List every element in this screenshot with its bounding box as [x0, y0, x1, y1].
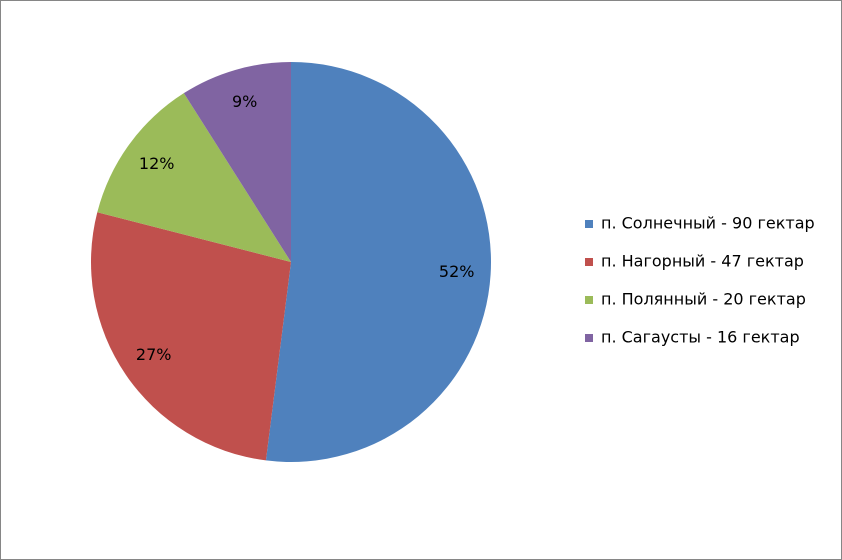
legend-label: п. Солнечный - 90 гектар: [601, 214, 815, 233]
legend-marker: [585, 220, 593, 228]
pie-slice: [265, 62, 491, 462]
legend-marker: [585, 258, 593, 266]
pie-slice: [97, 93, 291, 262]
legend-label: п. Сагаусты - 16 гектар: [601, 328, 800, 347]
data-label: 52%: [439, 262, 475, 281]
pie-slice: [183, 62, 291, 262]
pie-slice: [90, 212, 291, 461]
legend-label: п. Нагорный - 47 гектар: [601, 252, 804, 271]
data-label: 27%: [136, 345, 172, 364]
legend-marker: [585, 334, 593, 342]
data-label: 9%: [232, 92, 257, 111]
legend-label: п. Полянный - 20 гектар: [601, 290, 806, 309]
legend-marker: [585, 296, 593, 304]
data-label: 12%: [139, 154, 175, 173]
